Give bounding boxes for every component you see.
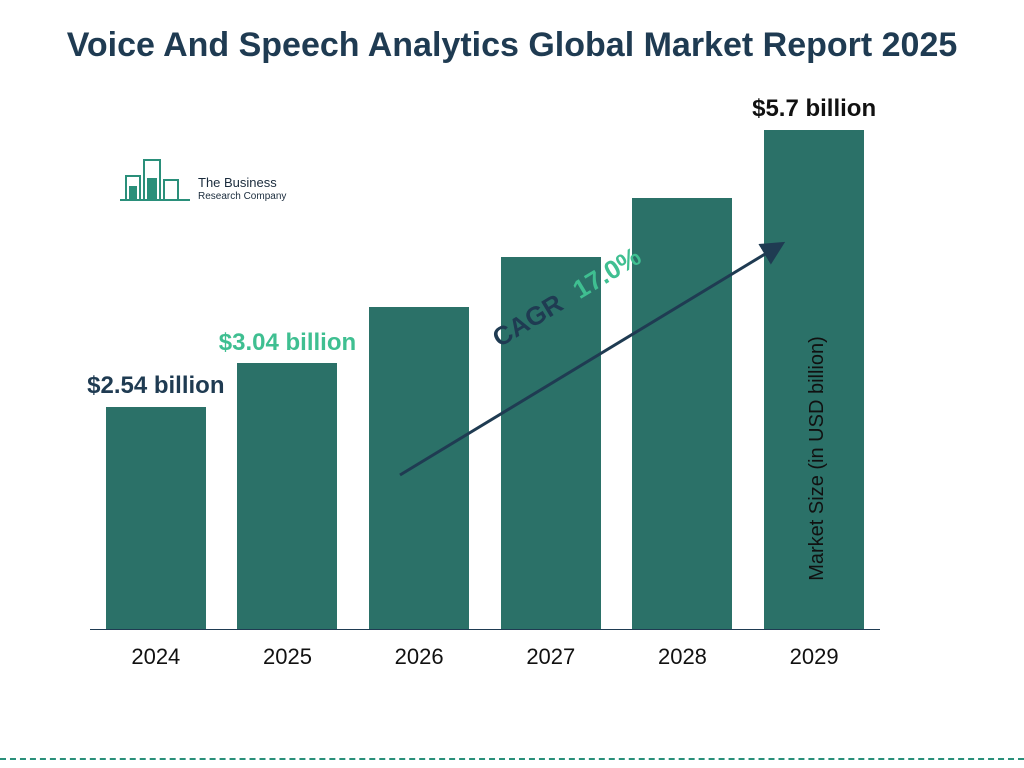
x-axis-label: 2028 (622, 644, 742, 670)
bar-slot: $3.04 billion (227, 363, 347, 630)
bar-value-label: $3.04 billion (217, 329, 357, 358)
bars-container: $2.54 billion$3.04 billion$5.7 billion (90, 130, 880, 630)
x-axis-label: 2025 (227, 644, 347, 670)
bar-chart: $2.54 billion$3.04 billion$5.7 billion C… (90, 130, 910, 690)
chart-title: Voice And Speech Analytics Global Market… (0, 0, 1024, 77)
x-axis-label: 2024 (96, 644, 216, 670)
bar-value-label: $5.7 billion (744, 95, 884, 124)
bar-slot (359, 307, 479, 630)
bar-value-label: $2.54 billion (86, 372, 226, 401)
plot-area: $2.54 billion$3.04 billion$5.7 billion C… (90, 130, 880, 630)
bar-slot: $2.54 billion (96, 407, 216, 630)
y-axis-title: Market Size (in USD billion) (806, 336, 829, 581)
bar (369, 307, 469, 630)
x-axis-baseline (90, 629, 880, 630)
x-axis-label: 2029 (754, 644, 874, 670)
bar (106, 407, 206, 630)
bar (632, 198, 732, 630)
x-axis-labels: 2024 2025 2026 2027 2028 2029 (90, 644, 880, 670)
bar (237, 363, 337, 630)
footer-dash-line (0, 758, 1024, 760)
x-axis-label: 2027 (491, 644, 611, 670)
x-axis-label: 2026 (359, 644, 479, 670)
